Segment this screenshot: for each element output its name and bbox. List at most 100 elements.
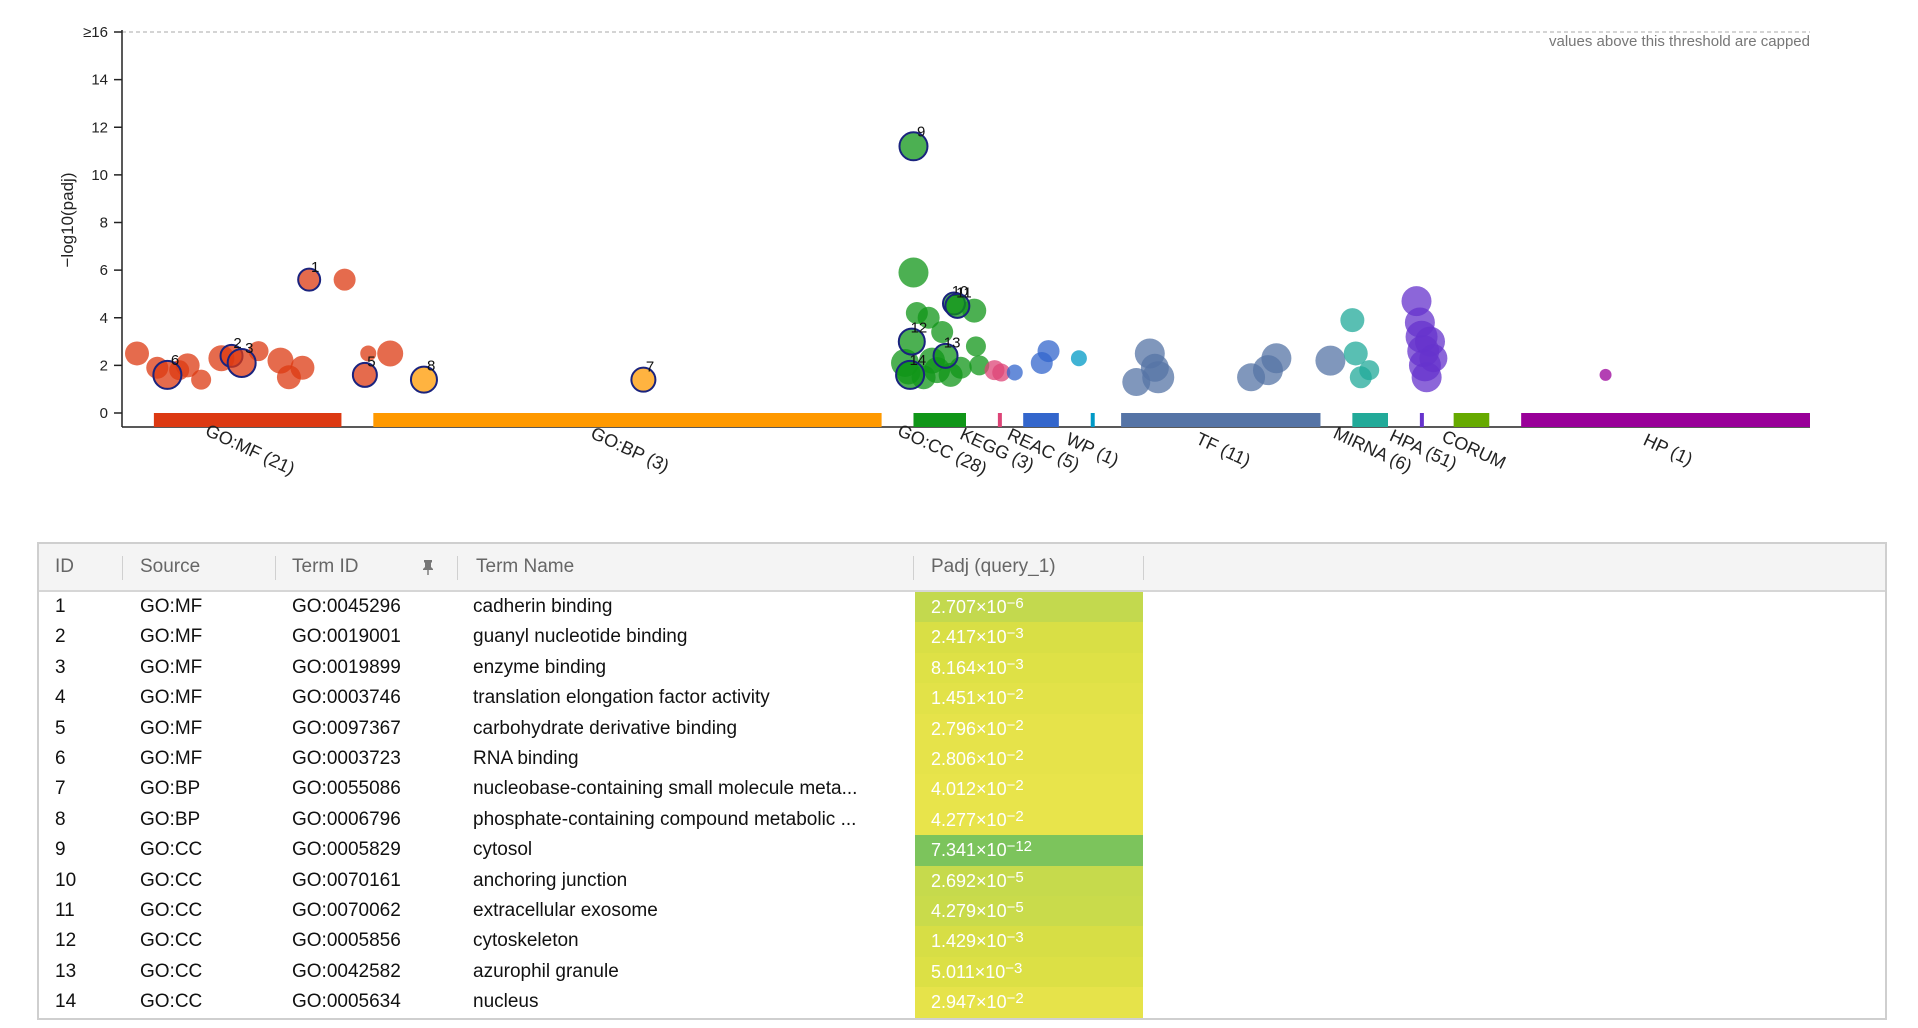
y-tick-label: 10 — [91, 167, 108, 184]
padj-mantissa: 2.796×10 — [931, 718, 1007, 739]
source-bar — [997, 413, 1002, 427]
cell-term-id: GO:0019001 — [292, 626, 401, 648]
header-id[interactable]: ID — [55, 556, 74, 577]
table-row[interactable]: 2 GO:MF GO:0019001 guanyl nucleotide bindin… — [39, 622, 1885, 653]
cell-term-id: GO:0042582 — [292, 960, 401, 982]
cell-padj: 7.341×10−12 — [915, 835, 1143, 866]
data-point-label: 9 — [917, 124, 925, 141]
cell-padj: 2.692×10−5 — [915, 865, 1143, 896]
source-bar — [1121, 413, 1321, 427]
data-point-label: 11 — [956, 284, 972, 301]
data-point — [351, 361, 378, 388]
cell-term-id: GO:0005829 — [292, 839, 401, 861]
y-tick-label: 14 — [91, 72, 108, 89]
table-row[interactable]: 5 GO:MF GO:0097367 carbohydrate derivative … — [39, 713, 1885, 744]
cell-id: 9 — [55, 839, 66, 861]
cell-source: GO:BP — [140, 778, 201, 800]
source-label: GO:BP (3) — [588, 423, 672, 477]
cell-term-name: cytosol — [473, 839, 533, 861]
header-term-id[interactable]: Term ID — [292, 556, 359, 577]
data-point — [409, 365, 438, 394]
cell-padj: 4.279×10−5 — [915, 896, 1143, 927]
pin-icon[interactable] — [419, 558, 437, 576]
cell-source: GO:MF — [140, 717, 203, 739]
padj-mantissa: 4.277×10 — [931, 809, 1007, 830]
padj-mantissa: 4.279×10 — [931, 901, 1007, 921]
header-term-name[interactable]: Term Name — [476, 556, 575, 577]
table-row[interactable]: 8 GO:BP GO:0006796 phosphate-containing com… — [39, 804, 1885, 836]
cell-term-id: GO:0045296 — [292, 596, 401, 617]
cell-source: GO:MF — [140, 656, 203, 678]
manhattan-svg: values above this threshold are capped 0 2… — [58, 24, 1810, 479]
table-row[interactable]: 14 GO:CC GO:0005634 nucleus 2.947×10−2 — [39, 987, 1885, 1018]
cell-padj: 1.429×10−3 — [915, 926, 1143, 957]
table-row[interactable]: 11 GO:CC GO:0070062 extracellular exosome 4.… — [39, 896, 1885, 927]
cell-id: 13 — [55, 960, 77, 982]
cell-term-id: GO:0003723 — [292, 748, 401, 769]
cell-padj: 2.796×10−2 — [915, 713, 1143, 744]
data-point-label: 2 — [233, 335, 241, 352]
table-row[interactable]: 9 GO:CC GO:0005829 cytosol 7.341×10−12 — [39, 835, 1885, 866]
cell-source: GO:MF — [140, 596, 203, 617]
source-label: HP (1) — [1640, 430, 1695, 470]
source-bar — [1023, 413, 1059, 427]
table-row[interactable]: 3 GO:MF GO:0019899 enzyme binding 8.164×10−3 — [39, 652, 1885, 684]
padj-exponent: −5 — [1006, 899, 1024, 916]
results-table: ID Source Term ID Term Name Padj (query_… — [37, 542, 1887, 1020]
table-row[interactable]: 7 GO:BP GO:0055086 nucleobase-containing sm… — [39, 774, 1885, 805]
cell-term-name: enzyme binding — [473, 656, 607, 678]
cell-source: GO:CC — [140, 900, 203, 921]
data-point — [1599, 368, 1612, 381]
data-point-label: 8 — [427, 358, 435, 375]
y-tick-label: 12 — [91, 119, 108, 136]
data-point-label: 7 — [646, 358, 654, 375]
cell-term-id: GO:0019899 — [292, 656, 401, 678]
cell-id: 7 — [55, 778, 66, 800]
data-point — [1070, 350, 1087, 367]
table-row[interactable]: 4 GO:MF GO:0003746 translation elongation f… — [39, 683, 1885, 714]
cell-source: GO:CC — [140, 991, 203, 1013]
data-point — [360, 345, 377, 362]
source-label: TF (11) — [1193, 428, 1254, 470]
header-source[interactable]: Source — [140, 556, 201, 577]
data-point — [152, 359, 183, 390]
table-row[interactable]: 6 GO:MF GO:0003723 RNA binding 2.806×10−2 — [39, 744, 1885, 775]
data-point — [1006, 364, 1023, 381]
y-tick-label: 2 — [100, 357, 108, 374]
cell-term-name: nucleobase-containing small molecule met… — [473, 778, 858, 800]
data-point — [932, 342, 959, 369]
table-row[interactable]: 12 GO:CC GO:0005856 cytoskeleton 1.429×10−3 — [39, 926, 1885, 957]
cap-note: values above this threshold are capped — [1549, 33, 1810, 50]
table-row[interactable]: 10 GO:CC GO:0070161 anchoring junction 2.692… — [39, 865, 1885, 896]
source-bar — [1090, 413, 1095, 427]
y-tick-label: 6 — [100, 262, 108, 279]
source-bar — [913, 413, 966, 427]
data-point — [1359, 360, 1380, 381]
cell-term-name: azurophil granule — [473, 960, 619, 982]
padj-exponent: −5 — [1006, 868, 1024, 886]
data-point — [125, 341, 149, 366]
padj-mantissa: 2.806×10 — [931, 749, 1007, 769]
table-row[interactable]: 13 GO:CC GO:0042582 azurophil granule 5.011×… — [39, 956, 1885, 988]
cell-term-name: guanyl nucleotide binding — [473, 626, 688, 648]
padj-mantissa: 8.164×10 — [931, 657, 1007, 678]
cell-source: GO:CC — [140, 869, 203, 891]
cell-source: GO:CC — [140, 930, 203, 952]
padj-mantissa: 1.429×10 — [931, 931, 1007, 952]
header-separator — [275, 556, 276, 580]
data-point — [630, 366, 657, 393]
cell-id: 4 — [55, 687, 66, 709]
data-point — [992, 363, 1011, 382]
cell-term-name: RNA binding — [473, 748, 579, 769]
cell-padj: 4.277×10−2 — [915, 804, 1143, 836]
padj-exponent: −3 — [1005, 959, 1023, 977]
data-point-label: 13 — [944, 334, 961, 351]
data-point — [1037, 340, 1060, 363]
y-tick-label: 8 — [100, 215, 108, 232]
padj-mantissa: 2.417×10 — [931, 627, 1007, 648]
header-padj[interactable]: Padj (query_1) — [931, 556, 1056, 577]
padj-mantissa: 4.012×10 — [931, 779, 1007, 800]
table-row[interactable]: 1 GO:MF GO:0045296 cadherin binding 2.707×10… — [39, 592, 1885, 623]
data-point-label: 5 — [367, 354, 375, 371]
cell-padj: 4.012×10−2 — [915, 774, 1143, 805]
